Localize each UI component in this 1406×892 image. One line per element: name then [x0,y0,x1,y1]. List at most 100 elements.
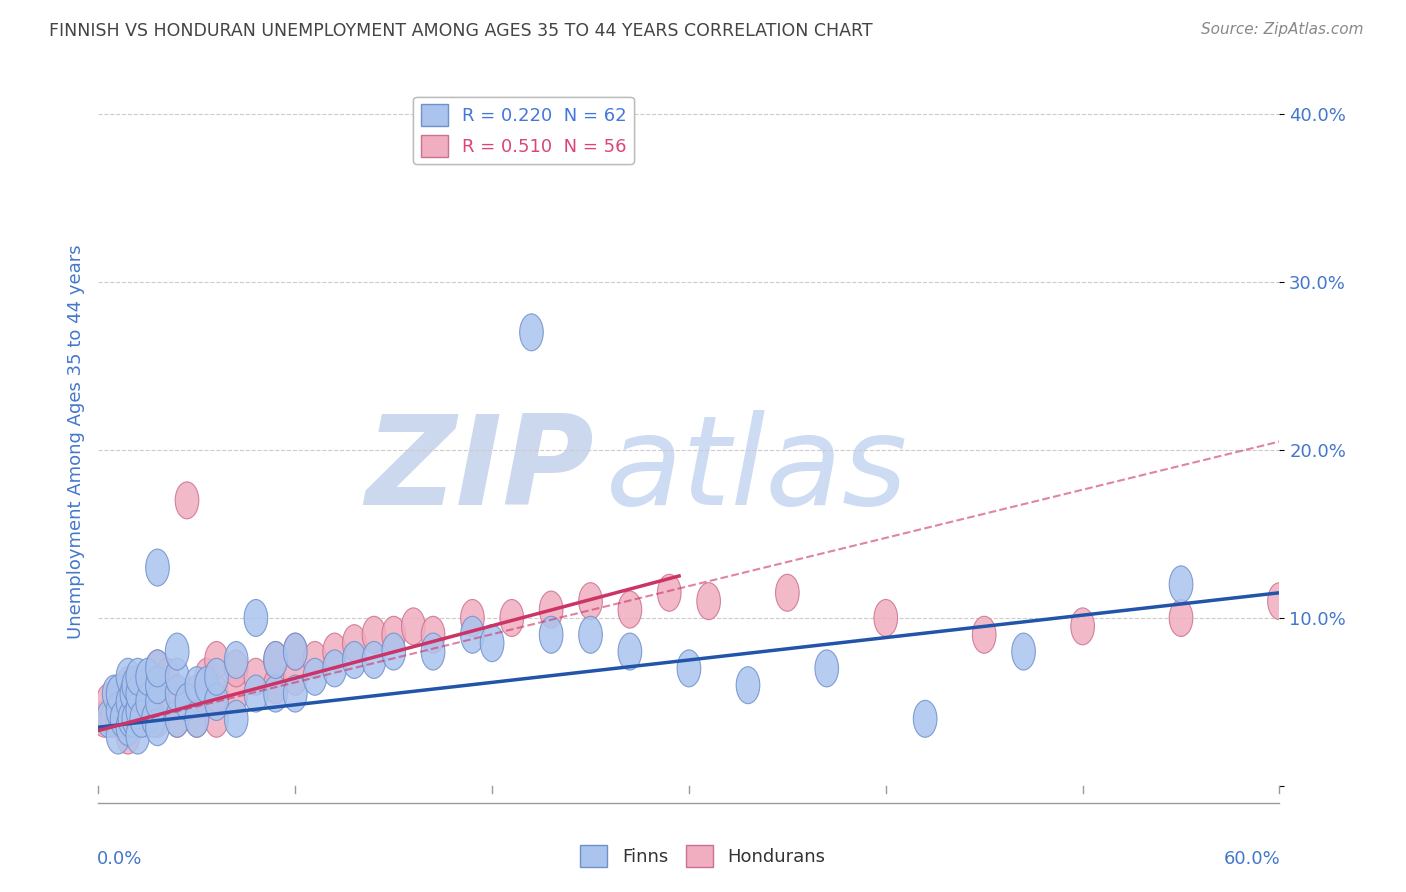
Legend: Finns, Hondurans: Finns, Hondurans [574,838,832,874]
Ellipse shape [110,683,134,721]
Ellipse shape [122,700,146,738]
Ellipse shape [737,666,759,704]
Ellipse shape [481,624,503,662]
Ellipse shape [914,700,936,738]
Ellipse shape [127,700,149,738]
Ellipse shape [97,683,120,721]
Ellipse shape [117,717,139,754]
Ellipse shape [129,683,153,721]
Ellipse shape [127,692,149,729]
Ellipse shape [973,616,995,653]
Ellipse shape [107,675,129,712]
Ellipse shape [875,599,897,637]
Ellipse shape [205,675,228,712]
Ellipse shape [146,666,169,704]
Ellipse shape [146,650,169,687]
Ellipse shape [156,658,179,695]
Ellipse shape [520,314,543,351]
Ellipse shape [195,658,218,695]
Ellipse shape [93,700,117,738]
Ellipse shape [264,641,287,679]
Ellipse shape [127,658,149,695]
Ellipse shape [136,658,159,695]
Ellipse shape [540,591,562,628]
Ellipse shape [284,675,307,712]
Ellipse shape [129,700,153,738]
Ellipse shape [1012,633,1035,670]
Ellipse shape [658,574,681,611]
Text: FINNISH VS HONDURAN UNEMPLOYMENT AMONG AGES 35 TO 44 YEARS CORRELATION CHART: FINNISH VS HONDURAN UNEMPLOYMENT AMONG A… [49,22,873,40]
Ellipse shape [186,675,208,712]
Ellipse shape [107,717,129,754]
Ellipse shape [186,700,208,738]
Ellipse shape [619,591,641,628]
Ellipse shape [107,692,129,729]
Ellipse shape [166,675,188,712]
Ellipse shape [245,599,267,637]
Ellipse shape [205,658,228,695]
Ellipse shape [166,633,188,670]
Ellipse shape [107,700,129,738]
Ellipse shape [156,683,179,721]
Ellipse shape [120,675,143,712]
Text: 60.0%: 60.0% [1223,850,1281,868]
Legend: R = 0.220  N = 62, R = 0.510  N = 56: R = 0.220 N = 62, R = 0.510 N = 56 [413,96,634,164]
Ellipse shape [579,616,602,653]
Ellipse shape [136,666,159,704]
Ellipse shape [461,599,484,637]
Text: atlas: atlas [606,410,908,531]
Ellipse shape [146,709,169,746]
Ellipse shape [166,700,188,738]
Ellipse shape [461,616,484,653]
Ellipse shape [117,709,139,746]
Ellipse shape [166,658,188,695]
Ellipse shape [697,582,720,620]
Ellipse shape [205,700,228,738]
Ellipse shape [146,700,169,738]
Ellipse shape [186,666,208,704]
Ellipse shape [264,666,287,704]
Ellipse shape [146,549,169,586]
Ellipse shape [122,692,146,729]
Ellipse shape [117,683,139,721]
Ellipse shape [117,658,139,695]
Ellipse shape [186,700,208,738]
Ellipse shape [166,675,188,712]
Ellipse shape [501,599,523,637]
Ellipse shape [225,675,247,712]
Ellipse shape [136,683,159,721]
Ellipse shape [205,641,228,679]
Ellipse shape [304,641,326,679]
Ellipse shape [422,633,444,670]
Ellipse shape [776,574,799,611]
Ellipse shape [815,650,838,687]
Ellipse shape [205,683,228,721]
Ellipse shape [323,633,346,670]
Ellipse shape [422,616,444,653]
Ellipse shape [382,633,405,670]
Ellipse shape [323,650,346,687]
Ellipse shape [127,675,149,712]
Ellipse shape [540,616,562,653]
Ellipse shape [245,658,267,695]
Ellipse shape [176,683,198,721]
Ellipse shape [146,675,169,712]
Ellipse shape [136,700,159,738]
Ellipse shape [127,717,149,754]
Ellipse shape [1170,599,1192,637]
Ellipse shape [264,675,287,712]
Ellipse shape [363,641,385,679]
Ellipse shape [97,700,120,738]
Ellipse shape [284,658,307,695]
Ellipse shape [176,482,198,519]
Ellipse shape [678,650,700,687]
Ellipse shape [110,700,134,738]
Ellipse shape [343,624,366,662]
Ellipse shape [225,700,247,738]
Ellipse shape [225,650,247,687]
Ellipse shape [166,700,188,738]
Text: Source: ZipAtlas.com: Source: ZipAtlas.com [1201,22,1364,37]
Ellipse shape [100,700,124,738]
Ellipse shape [142,700,166,738]
Ellipse shape [107,675,129,712]
